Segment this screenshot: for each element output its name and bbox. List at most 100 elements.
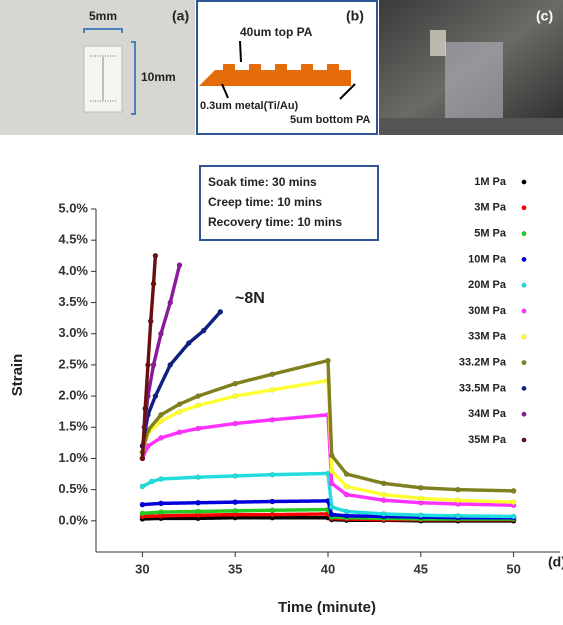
data-point	[329, 481, 334, 486]
x-tick-label: 40	[321, 561, 335, 576]
annotation: Soak time: 30 mins	[208, 175, 317, 189]
data-point	[149, 479, 154, 484]
data-point	[511, 514, 516, 519]
legend-label: 1M Pa	[474, 176, 507, 188]
legend-label: 33.2M Pa	[459, 357, 507, 369]
data-point	[195, 426, 200, 431]
data-point	[177, 430, 182, 435]
data-point	[195, 403, 200, 408]
y-tick-label: 4.0%	[58, 263, 88, 278]
legend-marker	[522, 283, 527, 288]
data-point	[270, 387, 275, 392]
data-point	[233, 421, 238, 426]
height-label: 10mm	[141, 70, 176, 84]
data-point	[270, 508, 275, 513]
data-point	[158, 412, 163, 417]
width-label: 5mm	[89, 9, 117, 23]
y-tick-label: 2.0%	[58, 388, 88, 403]
data-point	[511, 488, 516, 493]
x-tick-label: 35	[228, 561, 242, 576]
data-point	[168, 362, 173, 367]
legend-label: 5M Pa	[474, 228, 507, 240]
data-point	[418, 513, 423, 518]
data-point	[140, 484, 145, 489]
data-point	[233, 500, 238, 505]
y-tick-label: 1.0%	[58, 450, 88, 465]
sample	[445, 42, 503, 118]
callout: ~8N	[235, 290, 265, 307]
data-point	[158, 501, 163, 506]
panel-label: (b)	[346, 8, 364, 24]
x-tick-label: 30	[135, 561, 149, 576]
figure: 5mm 10mm (a) 40um top PA 0.3um metal(Ti/…	[0, 0, 563, 625]
top-label: 40um top PA	[240, 25, 313, 39]
legend-label: 10M Pa	[468, 253, 507, 265]
data-point	[344, 484, 349, 489]
legend-marker	[522, 257, 527, 262]
data-point	[455, 513, 460, 518]
x-tick-label: 50	[506, 561, 520, 576]
data-point	[511, 500, 516, 505]
legend-label: 20M Pa	[468, 279, 507, 291]
legend-marker	[522, 386, 527, 391]
y-tick-label: 0.0%	[58, 512, 88, 527]
data-point	[195, 475, 200, 480]
legend-label: 30M Pa	[468, 305, 507, 317]
legend-marker	[522, 206, 527, 211]
data-point	[218, 309, 223, 314]
data-point	[140, 511, 145, 516]
legend-label: 34M Pa	[468, 408, 507, 420]
data-point	[381, 492, 386, 497]
y-tick-label: 3.5%	[58, 294, 88, 309]
legend-label: 33M Pa	[468, 331, 507, 343]
data-point	[270, 372, 275, 377]
data-point	[186, 340, 191, 345]
data-point	[344, 471, 349, 476]
metal-label: 0.3um metal(Ti/Au)	[200, 100, 299, 112]
data-point	[329, 504, 334, 509]
clamp	[430, 30, 446, 56]
data-point	[233, 508, 238, 513]
legend-marker	[522, 231, 527, 236]
legend-marker	[522, 180, 527, 185]
annotation: Creep time: 10 mins	[208, 195, 322, 209]
data-point	[195, 393, 200, 398]
stage	[379, 118, 563, 135]
data-point	[153, 393, 158, 398]
data-point	[158, 476, 163, 481]
legend-marker	[522, 335, 527, 340]
annotation: Recovery time: 10 mins	[208, 215, 342, 229]
data-point	[418, 485, 423, 490]
y-axis-title: Strain	[9, 354, 26, 397]
data-point	[153, 253, 158, 258]
data-point	[195, 500, 200, 505]
data-point	[270, 417, 275, 422]
data-point	[233, 473, 238, 478]
legend-marker	[522, 360, 527, 365]
data-point	[270, 499, 275, 504]
data-point	[158, 331, 163, 336]
data-point	[168, 300, 173, 305]
data-point	[140, 456, 145, 461]
data-point	[148, 319, 153, 324]
data-point	[145, 362, 150, 367]
data-point	[177, 409, 182, 414]
data-point	[329, 453, 334, 458]
data-point	[158, 509, 163, 514]
data-point	[344, 492, 349, 497]
data-point	[418, 496, 423, 501]
panel-label: (c)	[536, 8, 553, 24]
arrow	[240, 41, 241, 62]
data-point	[143, 406, 148, 411]
data-point	[270, 472, 275, 477]
data-point	[151, 281, 156, 286]
data-point	[329, 468, 334, 473]
data-point	[151, 362, 156, 367]
y-tick-label: 0.5%	[58, 481, 88, 496]
data-point	[177, 402, 182, 407]
legend-label: 35M Pa	[468, 434, 507, 446]
data-point	[344, 509, 349, 514]
data-point	[455, 498, 460, 503]
data-point	[233, 393, 238, 398]
panel-label: (a)	[172, 8, 189, 24]
